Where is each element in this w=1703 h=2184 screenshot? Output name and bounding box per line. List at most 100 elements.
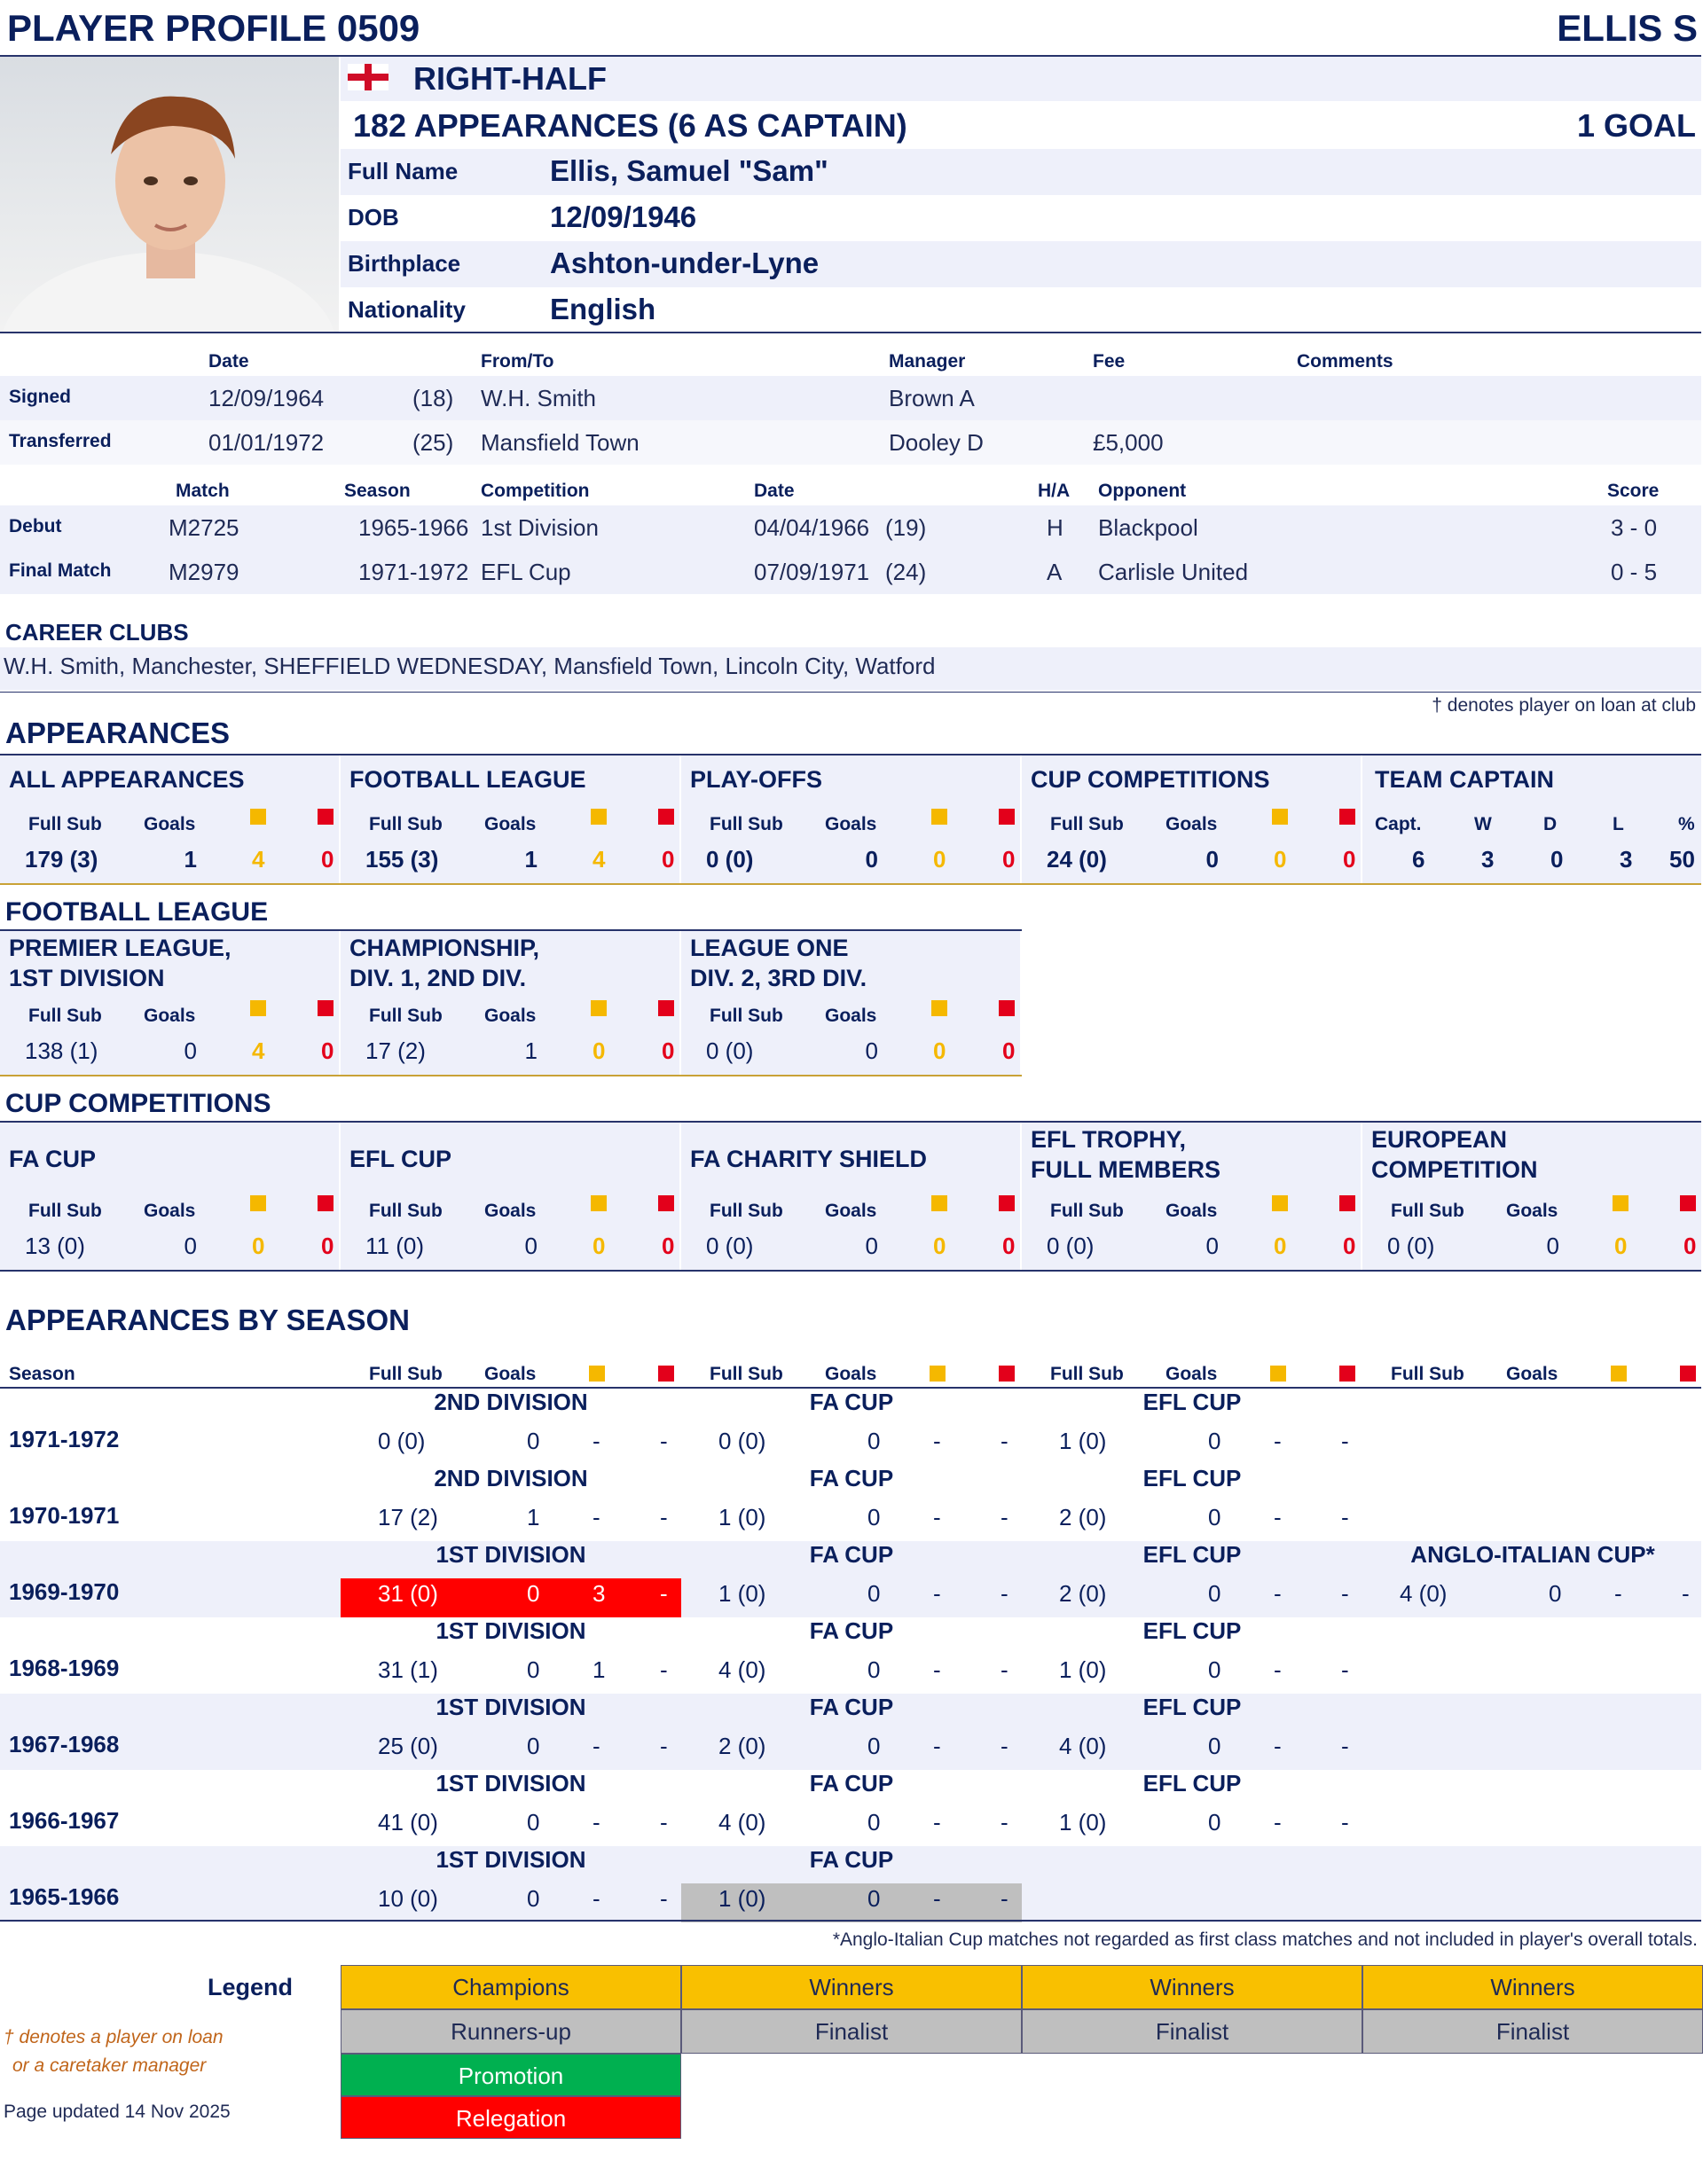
season-red: - [1001, 1733, 1008, 1759]
red-card-icon [999, 1366, 1015, 1382]
transfer-header-comments: Comments [1297, 351, 1393, 372]
goals-value: 0 [524, 1233, 538, 1259]
goals-label: Goals [825, 814, 877, 834]
transfer-club: W.H. Smith [481, 385, 597, 411]
transfer-header-fromto: From/To [481, 351, 554, 372]
season-goals: 0 [527, 1428, 540, 1454]
stat-panel: FOOTBALL LEAGUE Full Sub Goals 155 (3) 1 4 0 [341, 755, 679, 883]
season-label: 1965-1966 [9, 1883, 120, 1910]
season-competition: EFL CUP [1142, 1541, 1242, 1568]
team-captain-panel: TEAM CAPTAIN Capt. W D L% 6 3 0 3 50 [1362, 755, 1701, 883]
legend-runners-up-box: Runners-up [341, 2009, 681, 2054]
season-competition: FA CUP [809, 1694, 894, 1720]
detail-value: Ellis, Samuel "Sam" [550, 154, 828, 187]
captain-stat-label: L [1613, 814, 1624, 834]
season-red: - [660, 1504, 668, 1530]
panel-title-line2: 1ST DIVISION [9, 965, 165, 991]
season-goals: 0 [1208, 1580, 1221, 1607]
career-clubs-list: W.H. Smith, Manchester, SHEFFIELD WEDNES… [4, 653, 936, 679]
full-sub-label: Full Sub [710, 1201, 783, 1221]
match-header-opponent: Opponent [1098, 481, 1187, 501]
yellow-card-icon [591, 809, 607, 825]
season-apps: 1 (0) [718, 1504, 766, 1530]
match-season: 1971-1972 [358, 559, 469, 585]
apps-value: 0 (0) [1387, 1233, 1435, 1259]
captain-stat-value: 3 [1481, 846, 1495, 873]
stat-panel: EUROPEAN COMPETITION Full Sub Goals 0 (0) 0 0 0 [1362, 1123, 1701, 1270]
yellow-cards-value: 4 [252, 846, 265, 873]
yellow-card-icon [1613, 1195, 1628, 1211]
stat-panel: CUP COMPETITIONS Full Sub Goals 24 (0) 0 0 0 [1022, 755, 1361, 883]
full-sub-label: Full Sub [1050, 1364, 1124, 1384]
goals-value: 0 [184, 1233, 197, 1259]
match-ha: H [1047, 514, 1063, 541]
season-competition: EFL CUP [1142, 1770, 1242, 1797]
yellow-card-icon [591, 1000, 607, 1016]
season-label: 1968-1969 [9, 1655, 120, 1681]
yellow-card-icon [1272, 809, 1288, 825]
red-card-icon [658, 1000, 674, 1016]
apps-value: 0 (0) [706, 1037, 754, 1064]
yellow-cards-value: 0 [933, 1037, 946, 1064]
apps-value: 138 (1) [25, 1037, 98, 1064]
season-competition: 1ST DIVISION [436, 1694, 586, 1720]
yellow-card-icon [930, 1366, 946, 1382]
full-sub-label: Full Sub [369, 1201, 443, 1221]
captain-stat-value: 6 [1412, 846, 1425, 873]
yellow-cards-value: 0 [1274, 846, 1287, 873]
transfer-club: Mansfield Town [481, 429, 640, 456]
goals-value: 0 [865, 1233, 878, 1259]
legend-champions-box: Winners [1362, 1965, 1703, 2009]
captain-stat-label: W [1474, 814, 1492, 834]
player-photo [0, 57, 339, 332]
season-yellow: - [593, 1504, 600, 1530]
season-apps: 2 (0) [1059, 1504, 1107, 1530]
season-red: - [1341, 1580, 1349, 1607]
apps-value: 17 (2) [365, 1037, 426, 1064]
yellow-cards-value: 0 [1274, 1233, 1287, 1259]
season-yellow: - [593, 1428, 600, 1454]
goals-label: Goals [144, 1201, 196, 1221]
season-label: 1970-1971 [9, 1502, 120, 1529]
panel-title-line1: LEAGUE ONE [690, 935, 849, 961]
goals-label: Goals [484, 1006, 537, 1026]
stat-panel: PREMIER LEAGUE, 1ST DIVISION Full Sub Goals… [0, 931, 339, 1075]
match-id: M2979 [169, 559, 239, 585]
goals-value: 0 [1205, 1233, 1219, 1259]
match-header-match: Match [176, 481, 230, 501]
season-goals: 0 [1208, 1809, 1221, 1836]
season-yellow: 1 [593, 1656, 606, 1683]
red-card-icon [1680, 1366, 1696, 1382]
panel-title: ALL APPEARANCES [9, 766, 245, 793]
season-yellow: - [933, 1809, 941, 1836]
season-apps: 17 (2) [378, 1504, 438, 1530]
season-competition: FA CUP [809, 1617, 894, 1644]
season-yellow: 3 [593, 1580, 606, 1607]
transfer-label: Transferred [9, 431, 112, 451]
season-apps: 1 (0) [718, 1580, 766, 1607]
season-apps: 4 (0) [1400, 1580, 1448, 1607]
panel-title-line1: EUROPEAN [1371, 1126, 1508, 1153]
transfer-label: Signed [9, 387, 72, 407]
goals-value: 0 [1546, 1233, 1559, 1259]
captain-stat-value: 3 [1620, 846, 1633, 873]
anglo-italian-footnote: *Anglo-Italian Cup matches not regarded … [832, 1930, 1698, 1950]
season-red: - [1341, 1656, 1349, 1683]
season-red: - [1001, 1809, 1008, 1836]
stat-panel: PLAY-OFFS Full Sub Goals 0 (0) 0 0 0 [681, 755, 1020, 883]
captain-stat-value: 50 [1669, 846, 1695, 873]
season-competition: FA CUP [809, 1465, 894, 1491]
match-score: 3 - 0 [1611, 514, 1658, 541]
season-goals: 0 [1208, 1504, 1221, 1530]
apps-value: 13 (0) [25, 1233, 85, 1259]
goals-value: 1 [184, 846, 197, 873]
season-row-bg [0, 1389, 1701, 1465]
full-sub-label: Full Sub [369, 814, 443, 834]
yellow-card-icon [1611, 1366, 1627, 1382]
season-apps: 2 (0) [1059, 1580, 1107, 1607]
season-label: 1971-1972 [9, 1426, 120, 1452]
season-competition: ANGLO-ITALIAN CUP* [1410, 1541, 1655, 1568]
full-sub-label: Full Sub [369, 1006, 443, 1026]
goals-label: Goals [1165, 1201, 1218, 1221]
yellow-card-icon [250, 1000, 266, 1016]
